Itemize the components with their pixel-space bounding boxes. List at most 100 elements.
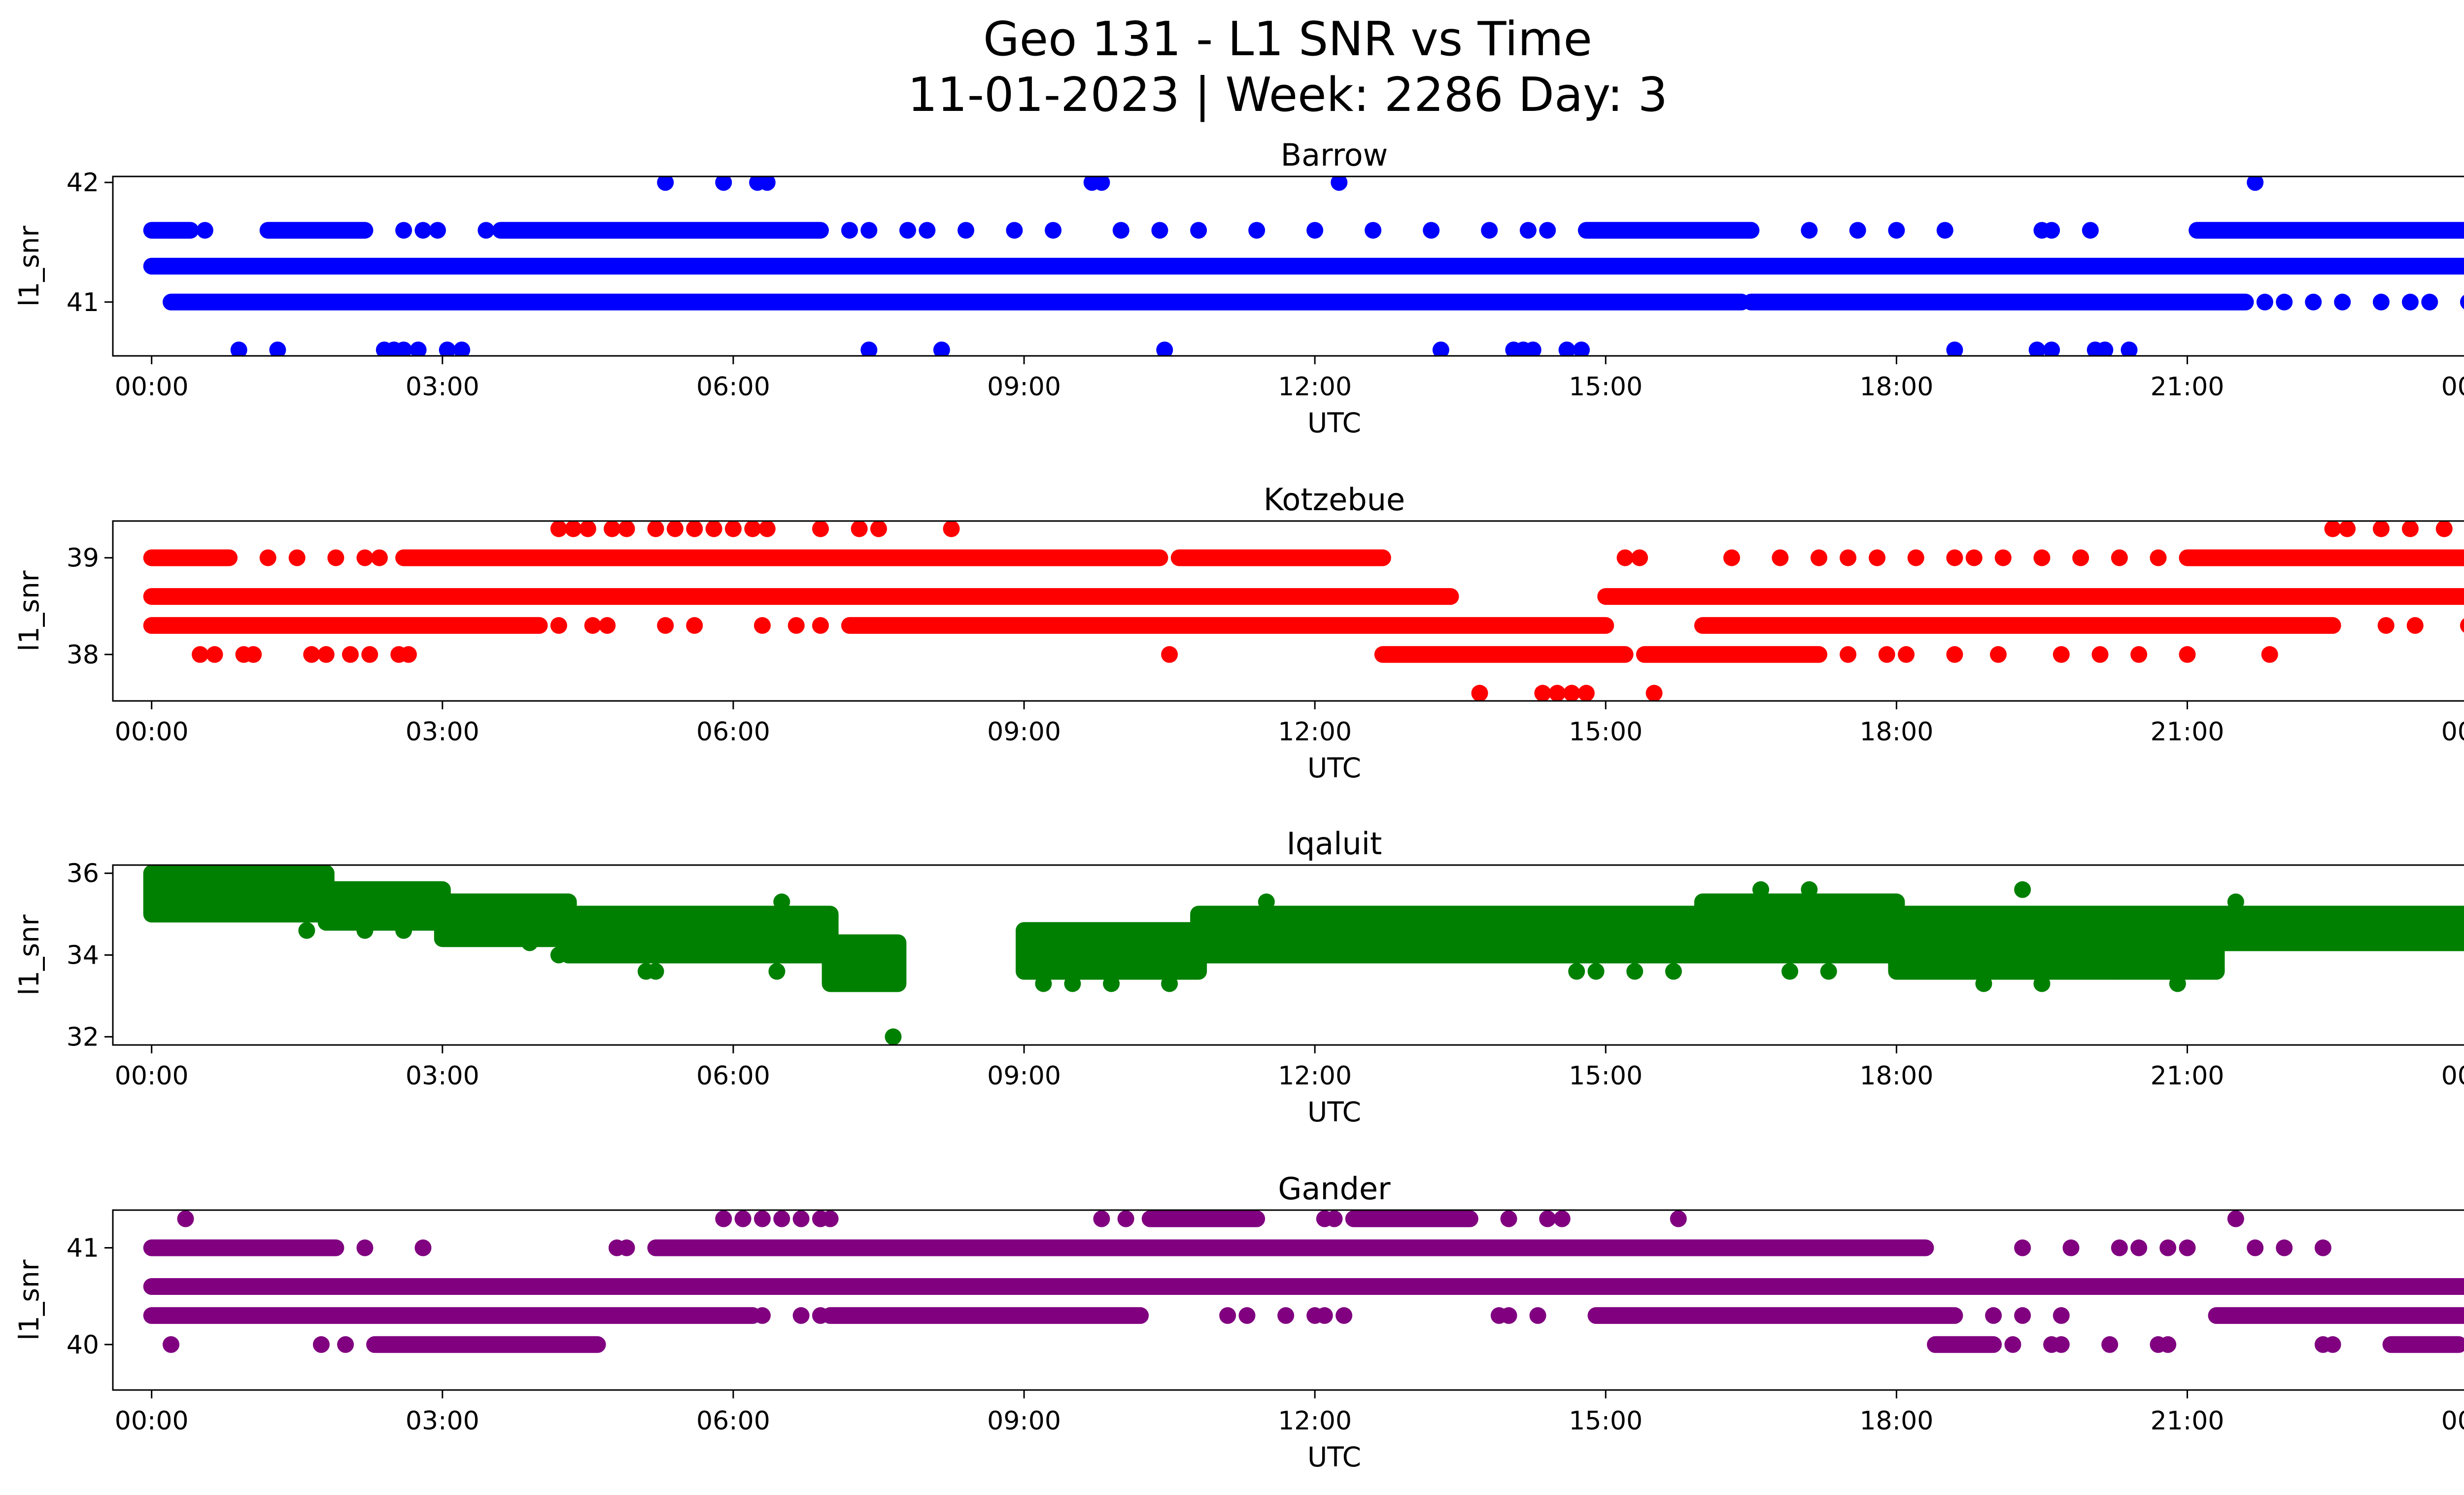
- data-point: [2339, 521, 2356, 537]
- data-band: [1587, 1307, 1963, 1324]
- data-point: [2014, 1307, 2031, 1324]
- data-point: [2227, 1210, 2244, 1227]
- data-band: [1927, 1336, 2002, 1353]
- data-point: [337, 1336, 354, 1353]
- data-point: [245, 646, 262, 663]
- data-point: [2091, 646, 2109, 663]
- data-point: [2276, 293, 2293, 311]
- data-point: [1878, 646, 1895, 663]
- data-point: [1645, 685, 1663, 701]
- data-band: [143, 1239, 344, 1256]
- data-point: [1548, 685, 1566, 701]
- data-band: [2179, 549, 2464, 566]
- data-point: [1161, 975, 1178, 992]
- data-point: [400, 646, 417, 663]
- x-tick-label: 00:00: [2441, 1061, 2464, 1091]
- data-point: [1811, 549, 1828, 566]
- data-point: [167, 222, 184, 239]
- data-point: [148, 865, 165, 882]
- data-point: [1103, 975, 1120, 992]
- data-point: [2247, 1239, 2264, 1256]
- data-point: [259, 549, 276, 566]
- data-point: [361, 646, 378, 663]
- x-tick-label: 21:00: [2151, 1406, 2224, 1436]
- data-point: [1840, 646, 1857, 663]
- data-point: [1849, 222, 1866, 239]
- data-point: [2256, 293, 2273, 311]
- data-band: [1016, 922, 1207, 980]
- y-tick-label: 36: [67, 859, 99, 889]
- data-point: [2334, 293, 2351, 311]
- data-point: [1219, 1307, 1236, 1324]
- y-tick-label: 38: [67, 640, 99, 670]
- x-axis-label: UTC: [1307, 752, 1361, 784]
- data-point: [565, 521, 582, 537]
- data-point: [2033, 975, 2051, 992]
- data-point: [2377, 617, 2395, 634]
- data-band: [1141, 1210, 1266, 1227]
- data-point: [2111, 963, 2128, 980]
- data-point: [1985, 1307, 2002, 1324]
- y-tick-label: 41: [67, 288, 99, 317]
- data-point: [812, 1307, 829, 1324]
- data-point: [584, 617, 601, 634]
- data-point: [753, 617, 771, 634]
- data-band: [143, 1307, 761, 1324]
- data-point: [1500, 1307, 1517, 1324]
- data-point: [787, 617, 805, 634]
- data-point: [2401, 293, 2419, 311]
- x-tick-label: 00:00: [115, 1406, 189, 1436]
- data-point: [618, 1239, 635, 1256]
- data-band: [143, 1278, 2464, 1295]
- x-tick-label: 00:00: [2441, 717, 2464, 747]
- data-point: [1670, 1210, 1687, 1227]
- subplot-kotzebue: Kotzebue 00:00 03:00 06:00 09:00 12:00 15:00 18…: [13, 482, 2464, 784]
- data-point: [2028, 341, 2046, 356]
- data-point: [1898, 646, 1915, 663]
- data-point: [1553, 1210, 1571, 1227]
- subplot-title: Barrow: [1281, 137, 1388, 173]
- data-point: [2062, 1239, 2080, 1256]
- x-tick-label: 15:00: [1569, 372, 1643, 402]
- x-axis-label: UTC: [1307, 407, 1361, 439]
- data-point: [2179, 1239, 2196, 1256]
- data-point: [758, 521, 776, 537]
- data-point: [618, 521, 635, 537]
- data-band: [259, 222, 374, 239]
- axes-frame: [112, 1209, 2464, 1391]
- data-point: [356, 1239, 374, 1256]
- data-point: [2247, 176, 2264, 191]
- data-point: [1331, 176, 1348, 191]
- data-band: [163, 293, 1750, 311]
- data-point: [1946, 549, 1963, 566]
- x-tick-label: 21:00: [2151, 1061, 2224, 1091]
- data-point: [2314, 1239, 2331, 1256]
- data-point: [1471, 685, 1488, 701]
- data-point: [2169, 975, 2186, 992]
- data-band: [724, 905, 839, 964]
- data-point: [2227, 893, 2244, 910]
- data-point: [599, 617, 616, 634]
- data-point: [439, 341, 456, 356]
- data-band: [143, 588, 1459, 605]
- data-point: [1326, 1210, 1343, 1227]
- y-axis-label: l1_snr: [13, 570, 45, 651]
- data-point: [2072, 549, 2089, 566]
- data-point: [1752, 881, 1770, 898]
- data-point: [2111, 549, 2128, 566]
- data-point: [1840, 549, 1857, 566]
- x-tick-label: 15:00: [1569, 717, 1643, 747]
- data-point: [715, 1210, 732, 1227]
- data-point: [2305, 293, 2322, 311]
- data-point: [1723, 549, 1740, 566]
- data-point: [1161, 646, 1178, 663]
- x-tick-label: 00:00: [115, 1061, 189, 1091]
- data-point: [647, 963, 664, 980]
- data-point: [182, 865, 199, 882]
- x-tick-label: 06:00: [696, 1406, 770, 1436]
- data-point: [1112, 222, 1129, 239]
- data-point: [230, 341, 247, 356]
- data-point: [2460, 618, 2464, 633]
- data-point: [1946, 646, 1963, 663]
- data-band: [143, 617, 548, 634]
